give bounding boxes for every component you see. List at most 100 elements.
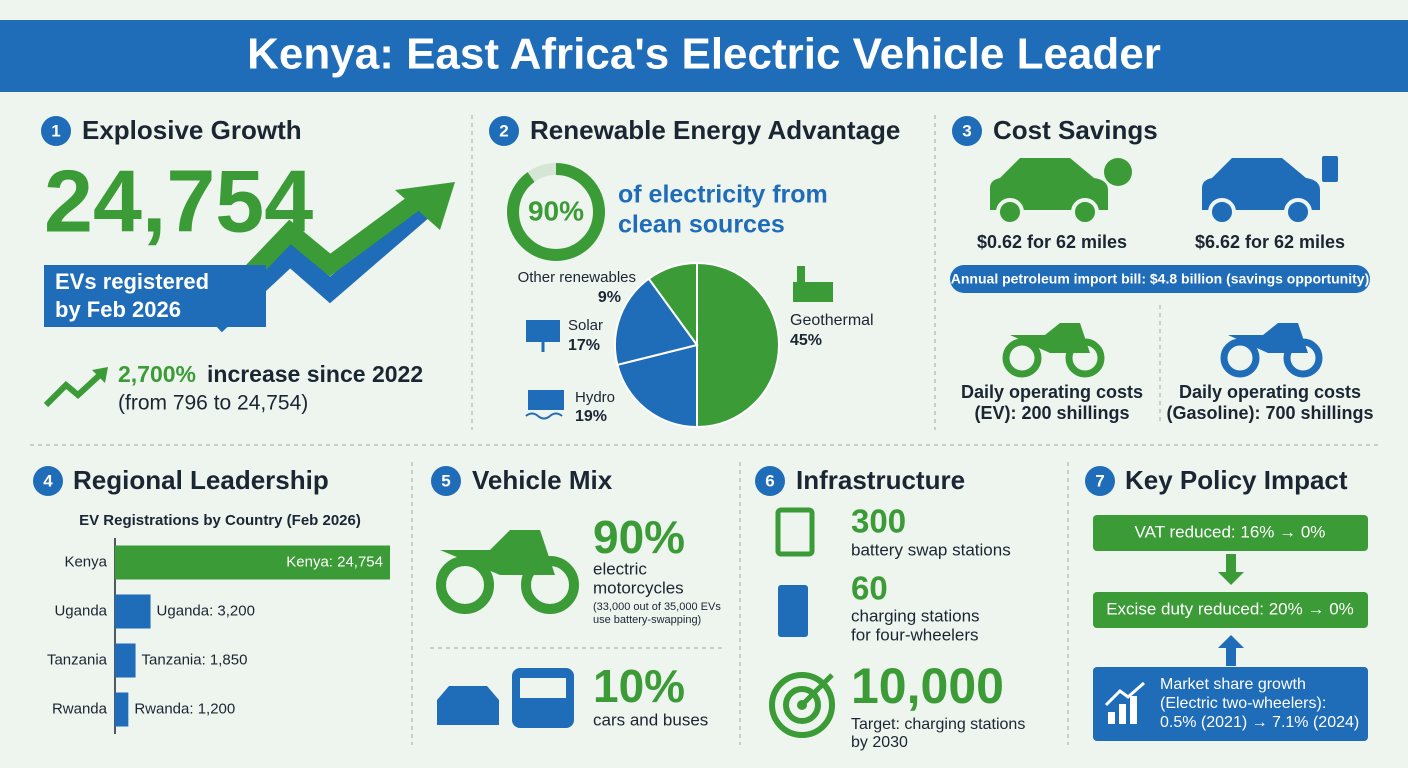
section-heading: 4 Regional Leadership — [33, 465, 329, 496]
pie-slice — [616, 343, 698, 429]
section-number: 5 — [441, 471, 450, 490]
policy-text: (Electric two-wheelers): — [1160, 695, 1326, 712]
section-number: 3 — [962, 121, 971, 140]
section-number: 7 — [1095, 471, 1104, 490]
pie-slice — [614, 277, 699, 367]
mix-value: 90% — [593, 511, 685, 563]
infra-value: 60 — [851, 570, 888, 607]
solar-icon — [526, 320, 560, 352]
section-number: 6 — [765, 471, 774, 490]
car-icon — [437, 686, 499, 725]
policy-text: 0.5% (2021) → 7.1% (2024) — [1160, 714, 1359, 731]
section-heading: 1 Explosive Growth — [41, 115, 302, 146]
pie-value: 17% — [568, 337, 600, 354]
mix-label: motorcycles — [593, 578, 684, 597]
bar — [115, 692, 129, 727]
pie-slice — [696, 261, 780, 429]
caption: by Feb 2026 — [55, 297, 181, 322]
pie-slice — [647, 261, 698, 349]
mix-label: cars and buses — [593, 710, 708, 729]
daily-cost: Daily operating costs — [961, 382, 1143, 402]
increase-value: 2,700% — [118, 361, 196, 387]
section-number: 1 — [51, 121, 60, 140]
section-heading: 6 Infrastructure — [755, 465, 965, 496]
section-heading: 7 Key Policy Impact — [1085, 465, 1348, 496]
policy-box — [1093, 667, 1368, 741]
value-label: Uganda: 3,200 — [157, 602, 255, 619]
small-arrow — [43, 369, 106, 408]
clean-text: clean sources — [618, 211, 785, 239]
banner-text: Annual petroleum import bill: $4.8 billi… — [951, 271, 1369, 287]
pie-label: Solar — [568, 317, 603, 334]
target-icon — [769, 672, 835, 738]
bar — [115, 545, 390, 580]
heading: Key Policy Impact — [1125, 465, 1348, 495]
increase-text: increase since 2022 — [207, 361, 423, 387]
mix-value: 10% — [593, 660, 685, 712]
heading: Vehicle Mix — [472, 465, 613, 495]
policy-box — [1093, 515, 1368, 551]
clean-text: of electricity from — [618, 181, 828, 209]
daily-cost: Daily operating costs — [1179, 382, 1361, 402]
cost-label: $6.62 for 62 miles — [1195, 232, 1345, 252]
mix-label: electric — [593, 559, 647, 578]
gas-car-icon — [1202, 158, 1320, 226]
page-title: Kenya: East Africa's Electric Vehicle Le… — [247, 30, 1161, 79]
big-number: 24,754 — [44, 151, 313, 250]
gas-motorcycle-icon — [1220, 323, 1323, 378]
gauge-label: 90% — [528, 195, 584, 226]
bus-icon — [512, 668, 574, 728]
bar — [115, 643, 136, 678]
policy-text: VAT reduced: 16% → 0% — [1135, 522, 1326, 541]
geothermal-icon — [793, 266, 833, 302]
category-label: Rwanda — [52, 700, 108, 717]
infra-label: charging stations — [851, 606, 980, 625]
pie-value: 9% — [598, 289, 621, 306]
category-label: Kenya — [64, 553, 107, 570]
section-heading: 3 Cost Savings — [952, 115, 1158, 146]
heading: Infrastructure — [796, 465, 965, 495]
heading: Regional Leadership — [73, 465, 329, 495]
section-heading: 5 Vehicle Mix — [431, 465, 613, 496]
value-label: Rwanda: 1,200 — [134, 700, 235, 717]
value-label: Tanzania: 1,850 — [142, 651, 248, 668]
header-bar — [0, 20, 1408, 92]
category-label: Tanzania — [47, 651, 108, 668]
mix-note: use battery-swapping) — [593, 614, 701, 626]
daily-cost: (Gasoline): 700 shillings — [1166, 403, 1373, 423]
policy-box — [1093, 592, 1368, 628]
section-heading: 2 Renewable Energy Advantage — [489, 115, 900, 146]
bar — [115, 594, 151, 629]
arrow-head — [395, 182, 455, 230]
arrow-up — [1218, 635, 1244, 666]
heading: Explosive Growth — [82, 115, 302, 145]
ev-car-icon — [990, 158, 1108, 226]
cost-label: $0.62 for 62 miles — [977, 232, 1127, 252]
chart-title: EV Registrations by Country (Feb 2026) — [79, 512, 361, 529]
infra-label: battery swap stations — [851, 540, 1011, 559]
policy-text: Excise duty reduced: 20% → 0% — [1106, 599, 1354, 618]
value-label: Kenya: 24,754 — [286, 553, 383, 570]
charger-icon — [778, 585, 808, 637]
fuel-icon — [1322, 156, 1338, 182]
mix-note: (33,000 out of 35,000 EVs — [593, 601, 721, 613]
infra-label: Target: charging stations — [851, 716, 1025, 733]
increase-detail: (from 796 to 24,754) — [118, 392, 308, 415]
growth-icon — [1104, 681, 1145, 724]
infra-label: for four-wheelers — [851, 625, 979, 644]
caption: EVs registered — [55, 269, 209, 294]
ev-motorcycle-icon — [1002, 323, 1105, 378]
section-number: 4 — [43, 471, 53, 490]
section-number: 2 — [499, 121, 508, 140]
pie-label: Hydro — [575, 389, 615, 406]
infra-value: 10,000 — [851, 658, 1004, 714]
policy-text: Market share growth — [1160, 676, 1306, 693]
dollar-icon — [1104, 158, 1132, 186]
arrow-down — [1218, 554, 1244, 585]
infra-label: by 2030 — [851, 734, 908, 751]
pie-label: Geothermal — [790, 312, 874, 329]
motorcycle-icon — [436, 530, 579, 614]
infra-value: 300 — [851, 503, 906, 540]
pie-label: Other renewables — [518, 269, 636, 286]
